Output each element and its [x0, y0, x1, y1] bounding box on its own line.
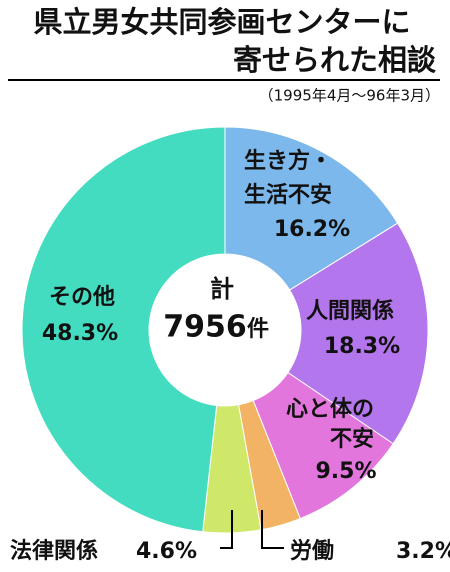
- value-label: 16.2%: [274, 217, 350, 242]
- total-value: 7956: [163, 310, 247, 345]
- slice-label: 人間関係: [306, 299, 394, 324]
- leader-line: [220, 510, 233, 549]
- slice: [287, 222, 429, 445]
- total-unit: 件: [247, 317, 269, 342]
- value-label: 18.3%: [324, 334, 400, 359]
- slice: [21, 126, 226, 533]
- slice-label: 心と体の: [286, 397, 374, 422]
- chart-title: 県立男女共同参画センターに: [33, 5, 410, 39]
- slice-label: 生き方・: [244, 148, 332, 174]
- leader-line: [261, 510, 284, 549]
- slice-label: 労働: [290, 538, 334, 564]
- value-label: 4.6%: [136, 539, 197, 564]
- donut: [21, 126, 429, 534]
- chart-title: 寄せられた相談: [233, 43, 437, 77]
- slice-label: 法律関係: [10, 538, 98, 564]
- value-label: 9.5%: [315, 459, 376, 484]
- total-label: 計: [210, 275, 234, 303]
- slice-label: その他: [49, 285, 115, 310]
- slice-label: 生活不安: [244, 182, 332, 208]
- chart-subtitle: （1995年4月～96年3月）: [259, 87, 440, 105]
- value-label: 48.3%: [42, 321, 118, 346]
- value-label: 3.2%: [396, 539, 450, 564]
- slice: [224, 126, 399, 291]
- slice-label: 不安: [330, 426, 374, 452]
